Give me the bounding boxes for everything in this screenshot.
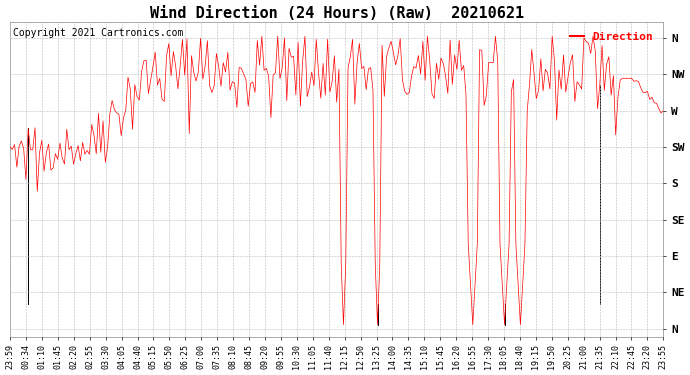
Legend: Direction: Direction bbox=[566, 27, 658, 46]
Text: Copyright 2021 Cartronics.com: Copyright 2021 Cartronics.com bbox=[13, 28, 184, 38]
Title: Wind Direction (24 Hours) (Raw)  20210621: Wind Direction (24 Hours) (Raw) 20210621 bbox=[150, 6, 524, 21]
